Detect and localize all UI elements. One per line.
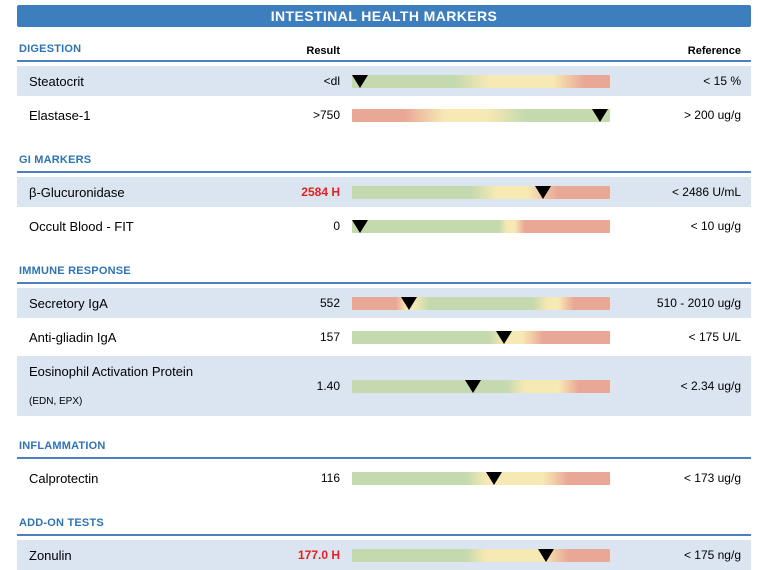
marker-name: Calprotectin — [29, 470, 99, 486]
result-value: 1.40 — [316, 379, 340, 393]
reference-range: < 2.34 ug/g — [680, 379, 741, 393]
result-value: <dl — [323, 74, 340, 88]
reference-range: < 2486 U/mL — [671, 185, 741, 199]
marker-name-block: Elastase-1 — [29, 100, 280, 130]
marker-name: Eosinophil Activation Protein — [29, 364, 194, 379]
report-title-bar: INTESTINAL HEALTH MARKERS — [17, 5, 751, 27]
marker-subname: (EDN, EPX) — [29, 396, 83, 407]
range-gradient-bar — [352, 219, 610, 233]
range-gradient-bar — [352, 296, 610, 310]
range-bar-wrap — [351, 74, 610, 88]
marker-name-block: β-Glucuronidase — [29, 177, 280, 207]
range-gradient-bar — [352, 108, 610, 122]
section-label: DIGESTION — [19, 43, 82, 55]
result-value: 116 — [320, 471, 340, 485]
section-rows: β-Glucuronidase 2584 H < 2486 U/mL Occul… — [17, 177, 751, 241]
report-title: INTESTINAL HEALTH MARKERS — [270, 8, 498, 24]
section-label: INFLAMMATION — [19, 440, 106, 452]
table-row: Calprotectin 116 < 173 ug/g — [17, 463, 751, 493]
marker-name: Anti-gliadin IgA — [29, 329, 117, 345]
range-bar-wrap — [352, 296, 610, 310]
section: DIGESTION Result Reference Steatocrit <d… — [17, 39, 751, 130]
range-gradient-bar — [352, 74, 610, 88]
result-marker-triangle-icon — [351, 74, 368, 88]
section: GI MARKERS β-Glucuronidase 2584 H < 2486… — [17, 150, 751, 241]
result-marker-triangle-icon — [496, 330, 513, 344]
range-gradient-bar — [352, 471, 610, 485]
result-value: 157 — [319, 330, 340, 344]
table-row: Anti-gliadin IgA 157 < 175 U/L — [17, 322, 751, 352]
marker-name: Secretory IgA — [29, 295, 108, 311]
result-value: 552 — [319, 296, 340, 310]
table-row: Occult Blood - FIT 0 < 10 ug/g — [17, 211, 751, 241]
section-header: DIGESTION Result Reference — [17, 39, 751, 62]
marker-name: β-Glucuronidase — [29, 184, 125, 200]
result-marker-triangle-icon — [537, 548, 554, 562]
result-value: 177.0 H — [297, 548, 340, 562]
section-rows: Secretory IgA 552 510 - 2010 ug/g Anti-g… — [17, 288, 751, 416]
section: ADD-ON TESTS Zonulin 177.0 H < 175 ng/g — [17, 513, 751, 570]
marker-name-block: Anti-gliadin IgA — [29, 322, 280, 352]
range-gradient-bar — [352, 330, 610, 344]
result-marker-triangle-icon — [591, 108, 608, 122]
result-value: >750 — [312, 108, 340, 122]
range-gradient-bar — [352, 185, 610, 199]
table-row: Eosinophil Activation Protein (EDN, EPX)… — [17, 356, 751, 416]
marker-name-block: Eosinophil Activation Protein (EDN, EPX) — [29, 356, 280, 416]
marker-name-block: Steatocrit — [29, 66, 280, 96]
reference-range: < 175 U/L — [688, 330, 741, 344]
section-rows: Calprotectin 116 < 173 ug/g — [17, 463, 751, 493]
section-header: INFLAMMATION — [17, 436, 751, 459]
range-bar-wrap — [352, 330, 610, 344]
reference-range: < 10 ug/g — [690, 219, 741, 233]
section-header: ADD-ON TESTS — [17, 513, 751, 536]
result-value: 2584 H — [301, 185, 340, 199]
marker-name: Steatocrit — [29, 73, 84, 89]
marker-name: Elastase-1 — [29, 107, 91, 123]
range-bar-wrap — [352, 108, 610, 122]
column-header-reference: Reference — [687, 45, 741, 57]
range-bar-wrap — [352, 185, 610, 199]
table-row: β-Glucuronidase 2584 H < 2486 U/mL — [17, 177, 751, 207]
reference-range: 510 - 2010 ug/g — [656, 296, 741, 310]
reference-range: < 173 ug/g — [683, 471, 741, 485]
result-marker-triangle-icon — [465, 379, 482, 393]
result-value: 0 — [333, 219, 340, 233]
range-bar-wrap — [351, 219, 610, 233]
result-marker-triangle-icon — [400, 296, 417, 310]
section-label: IMMUNE RESPONSE — [19, 265, 131, 277]
table-row: Elastase-1 >750 > 200 ug/g — [17, 100, 751, 130]
marker-name: Zonulin — [29, 547, 72, 563]
range-bar-wrap — [352, 548, 610, 562]
result-marker-triangle-icon — [534, 185, 551, 199]
range-bar-wrap — [352, 379, 610, 393]
table-row: Secretory IgA 552 510 - 2010 ug/g — [17, 288, 751, 318]
section-label: ADD-ON TESTS — [19, 517, 104, 529]
range-gradient-bar — [352, 548, 610, 562]
reference-range: > 200 ug/g — [683, 108, 741, 122]
marker-name-block: Secretory IgA — [29, 288, 280, 318]
column-header-result: Result — [306, 45, 340, 57]
result-marker-triangle-icon — [485, 471, 502, 485]
marker-name: Occult Blood - FIT — [29, 218, 134, 234]
range-bar-wrap — [352, 471, 610, 485]
section: INFLAMMATION Calprotectin 116 < 173 ug/g — [17, 436, 751, 493]
marker-name-block: Occult Blood - FIT — [29, 211, 280, 241]
section-label: GI MARKERS — [19, 154, 92, 166]
result-marker-triangle-icon — [351, 219, 368, 233]
sections: DIGESTION Result Reference Steatocrit <d… — [17, 39, 751, 570]
section: IMMUNE RESPONSE Secretory IgA 552 510 - … — [17, 261, 751, 416]
section-rows: Steatocrit <dl < 15 % Elastase-1 >750 > … — [17, 66, 751, 130]
reference-range: < 15 % — [703, 74, 741, 88]
table-row: Steatocrit <dl < 15 % — [17, 66, 751, 96]
reference-range: < 175 ng/g — [683, 548, 741, 562]
section-header: GI MARKERS — [17, 150, 751, 173]
marker-name-block: Calprotectin — [29, 463, 280, 493]
section-header: IMMUNE RESPONSE — [17, 261, 751, 284]
